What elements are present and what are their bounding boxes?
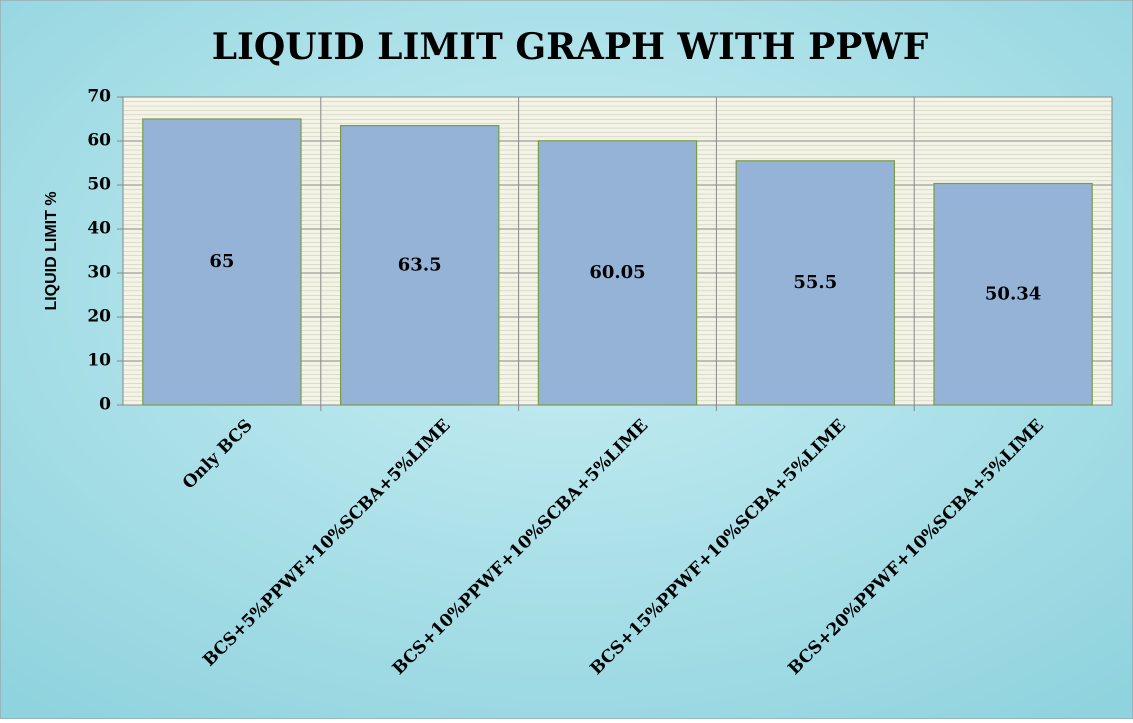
data-label: 50.34: [985, 283, 1041, 304]
y-axis-label: LIQUID LIMIT %: [43, 191, 60, 310]
data-label: 60.05: [589, 262, 645, 283]
data-label: 65: [209, 251, 234, 272]
y-tick-label: 10: [87, 351, 111, 371]
y-tick-label: 0: [99, 395, 111, 415]
y-tick-label: 70: [87, 87, 111, 107]
y-tick-label: 40: [87, 219, 111, 239]
data-label: 63.5: [398, 254, 442, 275]
chart-title: LIQUID LIMIT GRAPH WITH PPWF: [212, 26, 929, 68]
y-tick-label: 20: [87, 307, 111, 327]
y-tick-label: 60: [87, 131, 111, 151]
chart: LIQUID LIMIT GRAPH WITH PPWF LIQUID LIMI…: [0, 0, 1133, 719]
page: LIQUID LIMIT GRAPH WITH PPWF LIQUID LIMI…: [0, 0, 1133, 719]
y-tick-label: 30: [87, 263, 111, 283]
data-label: 55.5: [793, 272, 837, 293]
y-tick-label: 50: [87, 175, 111, 195]
